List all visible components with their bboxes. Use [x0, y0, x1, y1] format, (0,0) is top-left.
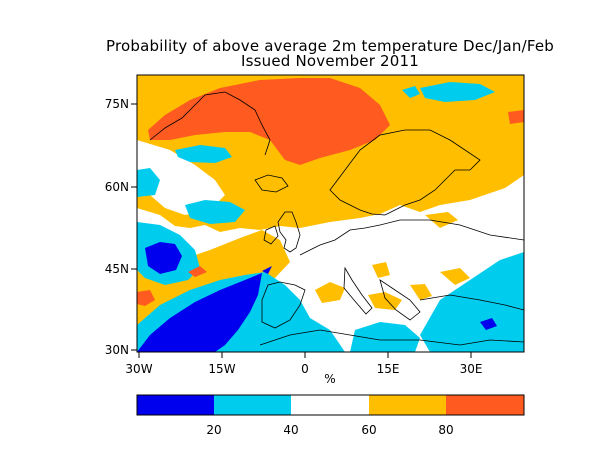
colorbar-bin-40-60 [291, 395, 369, 415]
above-strong-region-atlantic [188, 266, 207, 277]
below-region-arctic [420, 82, 495, 102]
below-region-arctic-small [402, 86, 420, 98]
y-tick-label-60n: 60N [105, 180, 129, 194]
coastline-balkans-greece [379, 279, 421, 321]
chart-title: Probability of above average 2m temperat… [105, 37, 554, 55]
coastline-north-africa [259, 329, 524, 346]
x-tick-label-30w: 30W [125, 362, 152, 376]
coastline-ireland [263, 225, 279, 245]
y-tick-label-75n: 75N [105, 97, 129, 111]
x-axis [138, 352, 472, 358]
above-region-greece [368, 292, 402, 310]
above-region-black-sea [440, 268, 470, 285]
x-tick-label-15e: 15E [377, 362, 400, 376]
below-region-east [420, 252, 524, 352]
chart-subtitle: Issued November 2011 [240, 52, 420, 70]
above-strong-region-iberia [137, 290, 155, 306]
above-strong-region-greenland [148, 78, 390, 165]
coastline-turkey [419, 294, 524, 311]
map-field [137, 75, 524, 352]
above-strong-region-arctic-east [508, 110, 524, 124]
below-strong-region-sw [137, 273, 262, 352]
colorbar [136, 394, 525, 416]
below-strong-region-west [145, 242, 182, 274]
colorbar-bin-20-40 [214, 395, 291, 415]
x-tick-label-30e: 30E [460, 362, 483, 376]
colorbar-unit-label: % [324, 372, 335, 386]
below-region-mid-atlantic [185, 200, 245, 224]
below-strong-region-small [262, 266, 272, 274]
above-region-italy [315, 282, 345, 303]
colorbar-bin-80-100 [446, 395, 524, 415]
colorbar-tick-label-40: 40 [283, 423, 298, 437]
y-axis [131, 103, 137, 351]
colorbar-tick-label-80: 80 [438, 423, 453, 437]
above-region-balkans [410, 284, 432, 300]
coastline-scandinavia [329, 129, 481, 216]
colorbar-tick-label-20: 20 [206, 423, 221, 437]
coastline-iceland [254, 174, 289, 193]
above-region-russia [425, 212, 458, 228]
coastlines [149, 91, 524, 346]
neutral-region-atlantic [137, 140, 225, 215]
y-tick-label-45n: 45N [105, 262, 129, 276]
plot-frame [136, 74, 525, 353]
y-tick-label-30n: 30N [105, 343, 129, 357]
coastline-iberia [261, 281, 306, 329]
above-region-adriatic [372, 262, 390, 278]
below-strong-region-east [480, 318, 497, 330]
colorbar-bin-0-20 [137, 395, 214, 415]
x-tick-label-0: 0 [301, 362, 309, 376]
below-region-far-west [137, 168, 160, 197]
below-region-north-atlantic [175, 145, 232, 163]
colorbar-frame [136, 394, 525, 416]
colorbar-tick-label-60: 60 [361, 423, 376, 437]
coastline-italy [343, 266, 373, 315]
below-region-balkans [350, 322, 420, 352]
coastline-british-isles [277, 211, 301, 253]
coastline-mainland-europe [299, 219, 524, 256]
colorbar-bin-60-80 [369, 395, 446, 415]
coastline-greenland [149, 91, 271, 156]
x-tick-label-15w: 15W [208, 362, 235, 376]
